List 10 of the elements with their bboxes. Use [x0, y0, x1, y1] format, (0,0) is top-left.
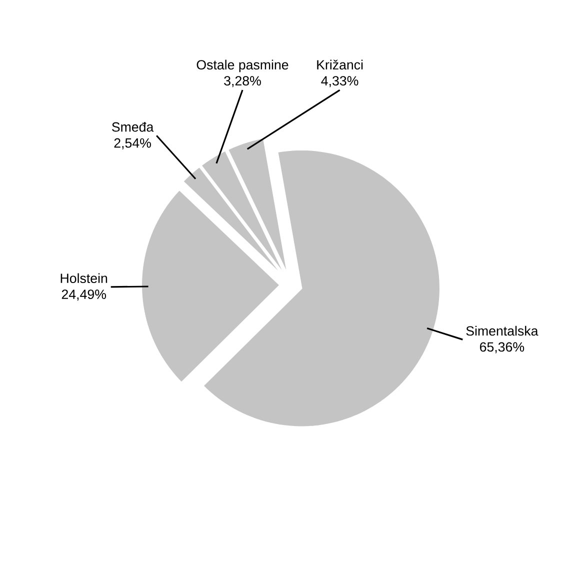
- data-label: 2,54%: [114, 138, 151, 150]
- slice-label: Smeđa: [112, 122, 154, 132]
- slice-label: Ostale pasmine: [196, 60, 288, 72]
- data-label: 4,33%: [321, 76, 358, 88]
- data-label: 3,28%: [224, 76, 261, 88]
- data-label: 24,49%: [62, 290, 106, 301]
- slice-label: Križanci: [317, 60, 363, 70]
- data-label: 65,36%: [480, 342, 524, 354]
- slice-label: Simentalska: [466, 326, 538, 336]
- slice-label: Holstein: [60, 273, 108, 284]
